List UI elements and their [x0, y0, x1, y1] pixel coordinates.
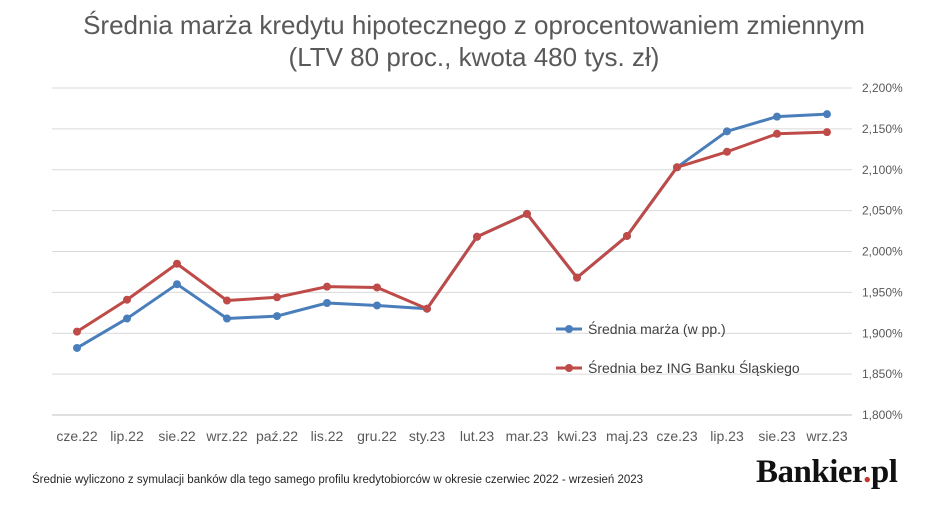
y-tick-label: 1,850%: [862, 367, 903, 381]
brand-suffix: pl: [870, 454, 898, 490]
y-tick-label: 2,150%: [862, 122, 903, 136]
x-tick-label: wrz.22: [205, 428, 247, 444]
legend-swatch-marker: [565, 325, 573, 333]
brand-dot: .: [863, 454, 871, 490]
x-tick-label: lip.23: [710, 428, 744, 444]
x-tick-label: lut.23: [460, 428, 494, 444]
series-line: [75, 130, 829, 334]
x-tick-label: paź.22: [256, 428, 298, 444]
data-point: [373, 301, 381, 310]
data-point: [623, 231, 631, 240]
data-point: [573, 273, 581, 282]
brand-name: Bankier: [756, 454, 864, 490]
y-tick-label: 1,900%: [862, 326, 903, 340]
legend-label: Średnia bez ING Banku Śląskiego: [588, 359, 800, 376]
y-tick-label: 1,800%: [862, 408, 903, 422]
data-point: [323, 299, 331, 308]
data-point: [773, 129, 781, 138]
x-tick-label: sty.23: [409, 428, 446, 444]
data-point: [723, 147, 731, 156]
data-point: [273, 293, 281, 302]
x-tick-label: kwi.23: [557, 428, 597, 444]
x-tick-label: mar.23: [506, 428, 549, 444]
data-point: [123, 295, 131, 304]
x-tick-label: lip.22: [110, 428, 144, 444]
series-line: [75, 112, 829, 350]
x-tick-label: sie.23: [758, 428, 796, 444]
x-tick-label: cze.22: [56, 428, 97, 444]
x-tick-label: maj.23: [606, 428, 648, 444]
x-tick-label: gru.22: [357, 428, 397, 444]
chart-title: Średnia marża kredytu hipotecznego z opr…: [83, 10, 865, 40]
data-point: [823, 110, 831, 119]
legend-label: Średnia marża (w pp.): [588, 320, 726, 337]
x-tick-label: lis.22: [311, 428, 344, 444]
footnote: Średnie wyliczono z symulacji banków dla…: [32, 474, 644, 486]
x-tick-label: cze.23: [656, 428, 697, 444]
y-tick-label: 2,000%: [862, 245, 903, 259]
data-point: [73, 343, 81, 352]
data-point: [323, 282, 331, 291]
data-point: [173, 280, 181, 289]
data-point: [73, 327, 81, 336]
chart-subtitle: (LTV 80 proc., kwota 480 tys. zł): [288, 42, 660, 72]
bankier-logo: Bankier.pl: [756, 454, 898, 491]
data-point: [173, 259, 181, 268]
data-point: [673, 163, 681, 172]
y-tick-label: 1,950%: [862, 285, 903, 299]
data-point: [373, 283, 381, 292]
data-point: [473, 232, 481, 241]
x-tick-label: wrz.23: [805, 428, 847, 444]
x-tick-label: sie.22: [158, 428, 196, 444]
data-point: [123, 314, 131, 323]
legend-swatch-marker: [565, 364, 573, 372]
data-point: [823, 128, 831, 137]
y-tick-label: 2,100%: [862, 163, 903, 177]
y-tick-label: 2,200%: [862, 81, 903, 95]
data-point: [423, 304, 431, 313]
data-point: [273, 312, 281, 321]
data-point: [723, 127, 731, 136]
data-point: [223, 296, 231, 305]
data-point: [223, 314, 231, 323]
data-point: [773, 112, 781, 121]
data-point: [523, 209, 531, 218]
y-tick-label: 2,050%: [862, 204, 903, 218]
